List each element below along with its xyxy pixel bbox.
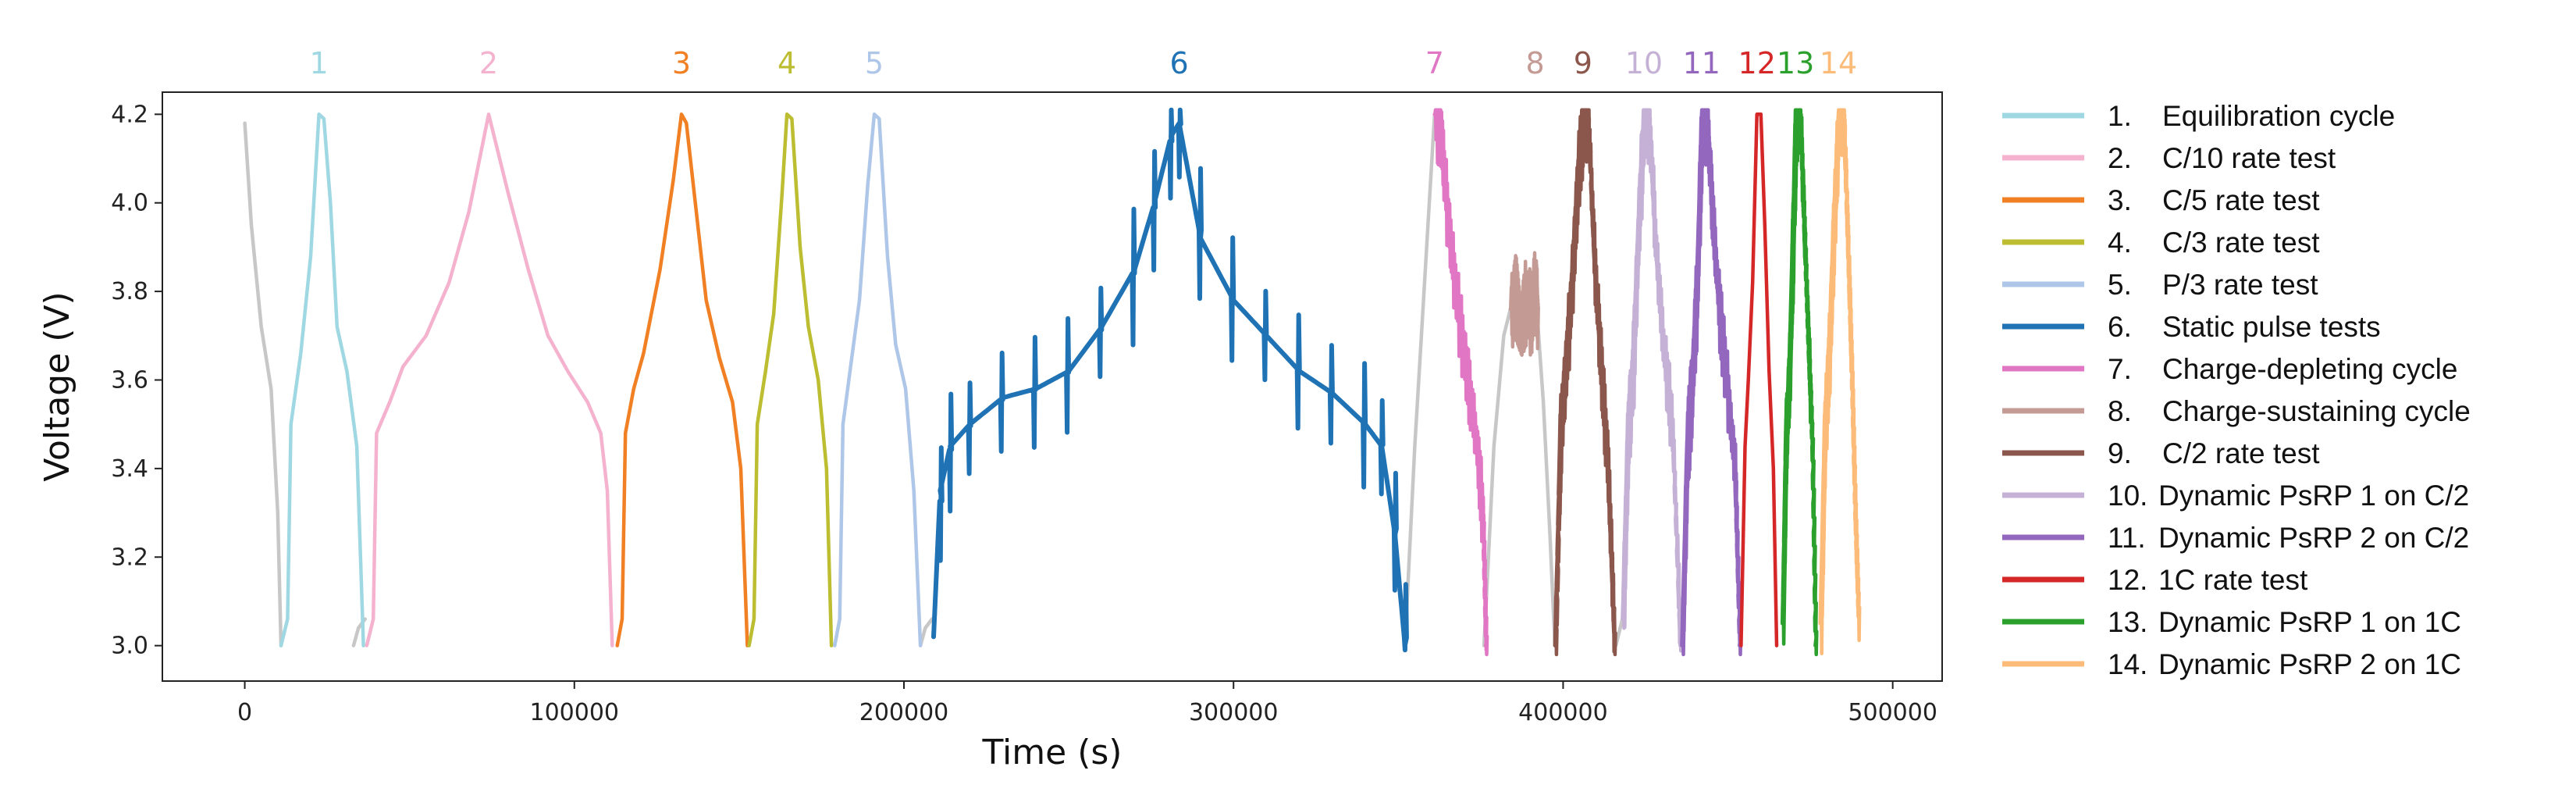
segment-number-label: 9 [1574,46,1592,80]
series-line-8 [1508,251,1540,357]
segment-number-label: 10 [1625,46,1663,80]
segment-number-label: 4 [777,46,796,80]
rest-segment-1 [243,121,283,647]
rest-segment-5 [1482,307,1513,647]
legend-number: 11. [2108,522,2146,554]
rest-segment-6 [1535,307,1557,647]
segment-number-label: 11 [1683,46,1720,80]
legend-number: 9. [2108,437,2132,469]
legend-label: C/2 rate test [2162,437,2320,469]
series-line-12 [1739,112,1779,647]
series-line-5 [833,112,923,647]
legend-label: Dynamic PsRP 1 on 1C [2158,606,2461,638]
legend: 1. Equilibration cycle 2. C/10 rate test 3. C… [2002,100,2471,680]
legend-label: Equilibration cycle [2162,100,2395,132]
y-tick-label: 3.0 [111,633,148,660]
segment-number-label: 5 [865,46,884,80]
segment-number-label: 8 [1526,46,1545,80]
series-line-3 [615,112,749,647]
series-line-11 [1680,108,1743,657]
legend-number: 5. [2108,269,2132,301]
axes: 1 2 3 4 5 6 7 8 9 10 11 12 13 140 100000 200000 300000 40… [111,46,1943,726]
legend-label: Charge-sustaining cycle [2162,395,2471,427]
series-line-9 [1553,108,1617,657]
y-tick-label: 4.0 [111,190,148,217]
series-line-14 [1818,108,1862,656]
legend-number: 3. [2108,184,2132,216]
segment-number-label: 14 [1820,46,1857,80]
legend-label: Dynamic PsRP 2 on C/2 [2158,522,2469,554]
rest-segment-4 [1403,112,1437,647]
series-line-13 [1780,108,1819,657]
y-tick-label: 3.8 [111,278,148,305]
legend-number: 2. [2108,142,2132,174]
legend-number: 7. [2108,353,2132,385]
segment-number-label: 1 [310,46,329,80]
legend-label: Static pulse tests [2162,311,2381,343]
x-tick-label: 400000 [1518,699,1608,726]
y-tick-label: 3.4 [111,455,148,483]
legend-number: 6. [2108,311,2132,343]
x-axis-title: Time (s) [982,733,1123,772]
series-line-10 [1621,108,1684,653]
legend-label: P/3 rate test [2162,269,2318,301]
x-tick-label: 300000 [1189,699,1279,726]
legend-label: Dynamic PsRP 1 on C/2 [2158,480,2469,512]
legend-label: Dynamic PsRP 2 on 1C [2158,648,2461,680]
plot-frame [162,91,1943,682]
x-tick-label: 0 [237,699,252,726]
segment-number-label: 7 [1425,46,1444,80]
segment-number-label: 3 [672,46,691,80]
series-line-4 [747,112,834,647]
series-line-6 [931,107,1409,653]
legend-label: 1C rate test [2158,564,2308,596]
legend-number: 12. [2108,564,2147,596]
legend-number: 1. [2108,100,2132,132]
legend-number: 10. [2108,480,2147,512]
rest-segment-3 [918,617,934,647]
series-line-1 [279,112,365,647]
legend-number: 13. [2108,606,2147,638]
legend-label: Charge-depleting cycle [2162,353,2457,385]
series-line-7 [1432,108,1489,657]
y-tick-label: 3.6 [111,366,148,394]
x-tick-label: 500000 [1848,699,1937,726]
plot-area [243,107,1862,657]
series-line-2 [365,112,614,647]
segment-number-label: 12 [1738,46,1776,80]
y-tick-label: 3.2 [111,544,148,571]
segment-number-label: 13 [1777,46,1814,80]
legend-number: 8. [2108,395,2132,427]
y-axis-title: Voltage (V) [37,291,77,481]
legend-label: C/3 rate test [2162,227,2320,259]
x-tick-label: 100000 [530,699,620,726]
segment-number-label: 6 [1170,46,1189,80]
legend-number: 14. [2108,648,2147,680]
legend-label: C/5 rate test [2162,184,2320,216]
y-tick-label: 4.2 [111,101,148,128]
x-tick-label: 200000 [859,699,949,726]
legend-label: C/10 rate test [2162,142,2336,174]
legend-number: 4. [2108,227,2132,259]
segment-number-label: 2 [479,46,498,80]
